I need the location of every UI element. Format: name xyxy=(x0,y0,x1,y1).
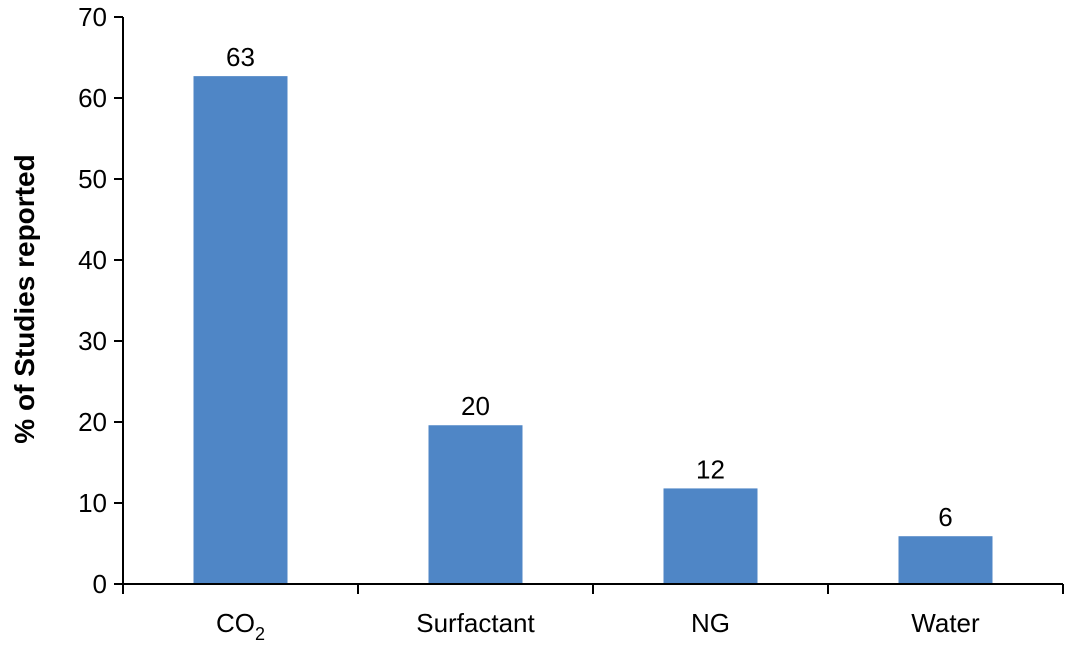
x-labels-group: CO2 Surfactant NG Water xyxy=(216,608,980,644)
y-tick-label-1: 10 xyxy=(78,488,107,518)
y-tick-label-5: 50 xyxy=(78,164,107,194)
data-labels-group: 63 20 12 6 xyxy=(226,42,953,532)
y-axis-title: % of Studies reported xyxy=(9,154,40,443)
data-label-3: 6 xyxy=(938,502,952,532)
axes-group xyxy=(122,17,1064,594)
y-ticks-group: 0 10 20 30 40 50 60 70 xyxy=(78,2,123,599)
y-tick-label-2: 20 xyxy=(78,407,107,437)
data-label-1: 20 xyxy=(461,391,490,421)
x-tick-label-0: CO2 xyxy=(216,608,265,644)
y-tick-label-6: 60 xyxy=(78,83,107,113)
x-tick-label-3: Water xyxy=(911,608,980,638)
x-tick-label-2: NG xyxy=(691,608,730,638)
bars-group xyxy=(193,76,993,584)
y-tick-label-4: 40 xyxy=(78,245,107,275)
bar-1 xyxy=(428,425,523,584)
x-tick-label-1: Surfactant xyxy=(416,608,535,638)
bar-0 xyxy=(193,76,288,584)
y-tick-label-3: 30 xyxy=(78,326,107,356)
y-tick-label-7: 70 xyxy=(78,2,107,32)
bar-3 xyxy=(898,536,993,584)
data-label-0: 63 xyxy=(226,42,255,72)
bar-2 xyxy=(663,488,758,584)
y-tick-label-0: 0 xyxy=(93,569,107,599)
data-label-2: 12 xyxy=(696,454,725,484)
